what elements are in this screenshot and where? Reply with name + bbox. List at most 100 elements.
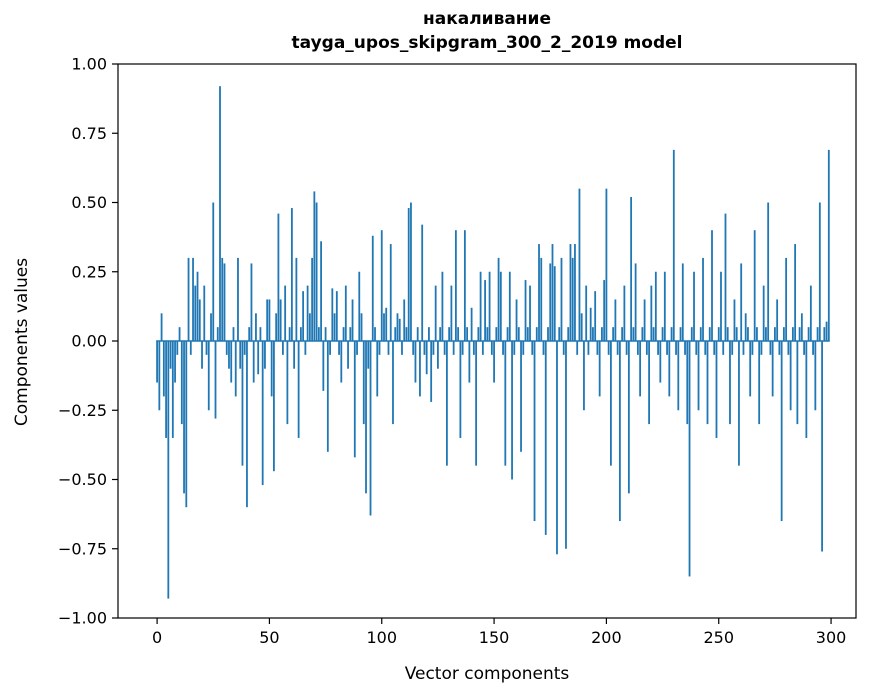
bar (234, 341, 237, 397)
bar (299, 327, 302, 341)
bar (513, 341, 516, 355)
bar (246, 341, 248, 508)
bar (526, 327, 529, 341)
bar (423, 341, 426, 355)
bar (812, 341, 814, 355)
bar (531, 341, 534, 355)
bar (520, 341, 522, 452)
bar (794, 244, 797, 341)
bar (657, 341, 659, 355)
bar (639, 341, 642, 397)
bar (356, 341, 358, 355)
bar (434, 285, 437, 341)
bar (439, 327, 442, 341)
bar (627, 341, 630, 494)
bar (708, 327, 711, 341)
bar (630, 196, 633, 341)
bar (452, 341, 455, 355)
bar (403, 299, 406, 341)
bar (457, 327, 460, 341)
bar (511, 341, 513, 480)
bar (744, 313, 747, 341)
bar (533, 341, 536, 522)
bar (475, 341, 478, 466)
bar (731, 341, 734, 355)
bar (441, 271, 444, 341)
bar (490, 341, 493, 355)
bar (207, 341, 210, 411)
x-tick-label: 200 (591, 628, 622, 647)
x-tick-label: 150 (479, 628, 510, 647)
x-tick-label: 100 (366, 628, 397, 647)
bar (515, 299, 518, 341)
bar (315, 202, 318, 341)
bar (574, 244, 576, 341)
bar (506, 327, 509, 341)
bar (360, 313, 363, 341)
bar (273, 341, 275, 472)
bar (180, 341, 183, 425)
bar (232, 327, 235, 341)
bar (618, 341, 621, 522)
bar (679, 327, 682, 341)
bar (243, 341, 246, 355)
bar (187, 257, 190, 341)
bar (488, 271, 491, 341)
bar (688, 341, 691, 577)
x-tick-label: 0 (152, 628, 162, 647)
bar (466, 327, 469, 341)
bar (165, 341, 167, 438)
bar (432, 341, 435, 355)
bar (216, 327, 219, 341)
bar (288, 327, 291, 341)
bar (275, 313, 278, 341)
bar (389, 244, 392, 341)
bar (643, 299, 646, 341)
bar (522, 341, 525, 355)
bar (156, 341, 158, 383)
bar (196, 271, 199, 341)
chart-title-model: tayga_upos_skipgram_300_2_2019 model (291, 33, 683, 53)
bar (387, 341, 390, 355)
bar (587, 341, 590, 355)
bar (675, 341, 677, 355)
bar (306, 285, 309, 341)
bar (201, 341, 203, 369)
bar (733, 299, 736, 341)
bar (601, 327, 603, 341)
bar (594, 291, 597, 341)
bar (605, 188, 608, 341)
chart-title-word: накаливание (422, 9, 551, 29)
bar (621, 327, 624, 341)
bar (221, 257, 224, 341)
bar (814, 341, 817, 411)
bar (203, 285, 206, 341)
bar (250, 263, 253, 341)
bar (367, 341, 370, 369)
bar (684, 341, 686, 355)
bar (484, 280, 486, 341)
bar (580, 313, 583, 341)
bar (454, 230, 457, 341)
bar (320, 241, 322, 341)
bar (753, 230, 756, 341)
bar (481, 341, 484, 355)
bar (549, 263, 552, 341)
bar (787, 341, 790, 355)
bar (277, 213, 280, 341)
bar (711, 230, 713, 341)
bar (416, 327, 419, 341)
bar (214, 341, 217, 419)
bar (311, 257, 314, 341)
bar (670, 327, 673, 341)
bar (443, 341, 446, 355)
bar (183, 341, 185, 494)
bar (589, 307, 592, 341)
bar (425, 341, 428, 375)
bar (160, 313, 163, 341)
bar (178, 327, 181, 341)
bar (762, 285, 765, 341)
bar (778, 341, 781, 355)
bar (421, 224, 424, 341)
